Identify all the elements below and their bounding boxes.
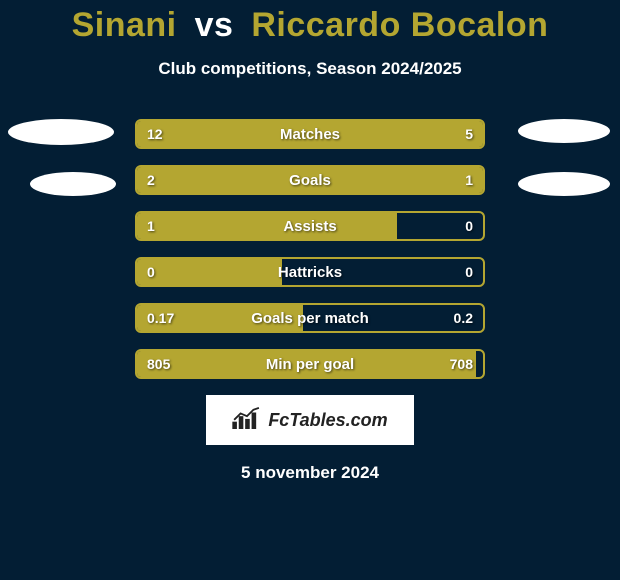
vs-text: vs	[195, 6, 234, 44]
avatar-placeholder-right-1	[518, 119, 610, 143]
subtitle: Club competitions, Season 2024/2025	[0, 59, 620, 79]
brand-text: FcTables.com	[268, 410, 387, 431]
page-title: Sinani vs Riccardo Bocalon	[0, 0, 620, 45]
stat-fill-left	[137, 351, 476, 377]
avatar-placeholder-left-1	[8, 119, 114, 145]
stat-fill-left	[137, 121, 390, 147]
stat-fill-right	[365, 167, 483, 193]
stat-value-right: 0	[455, 213, 483, 239]
stat-value-right: 0	[455, 259, 483, 285]
stat-row: 21Goals	[135, 165, 485, 195]
avatar-placeholder-right-2	[518, 172, 610, 196]
stat-bars-container: 125Matches 21Goals 10Assists 00Hattricks 0.1…	[135, 119, 485, 379]
avatar-placeholder-left-2	[30, 172, 116, 196]
player1-name: Sinani	[72, 6, 177, 44]
stat-row: 10Assists	[135, 211, 485, 241]
comparison-area: 125Matches 21Goals 10Assists 00Hattricks 0.1…	[0, 119, 620, 483]
stat-row: 125Matches	[135, 119, 485, 149]
date-text: 5 november 2024	[0, 463, 620, 483]
stat-row: 805708Min per goal	[135, 349, 485, 379]
stat-fill-left	[137, 259, 282, 285]
stat-row: 0.170.2Goals per match	[135, 303, 485, 333]
stat-fill-left	[137, 305, 303, 331]
stat-fill-right	[390, 121, 483, 147]
brand-chart-icon	[232, 407, 262, 434]
player2-name: Riccardo Bocalon	[251, 6, 548, 44]
stat-fill-left	[137, 213, 397, 239]
stat-fill-left	[137, 167, 365, 193]
stat-value-right: 0.2	[444, 305, 483, 331]
stat-row: 00Hattricks	[135, 257, 485, 287]
brand-box: FcTables.com	[206, 395, 414, 445]
